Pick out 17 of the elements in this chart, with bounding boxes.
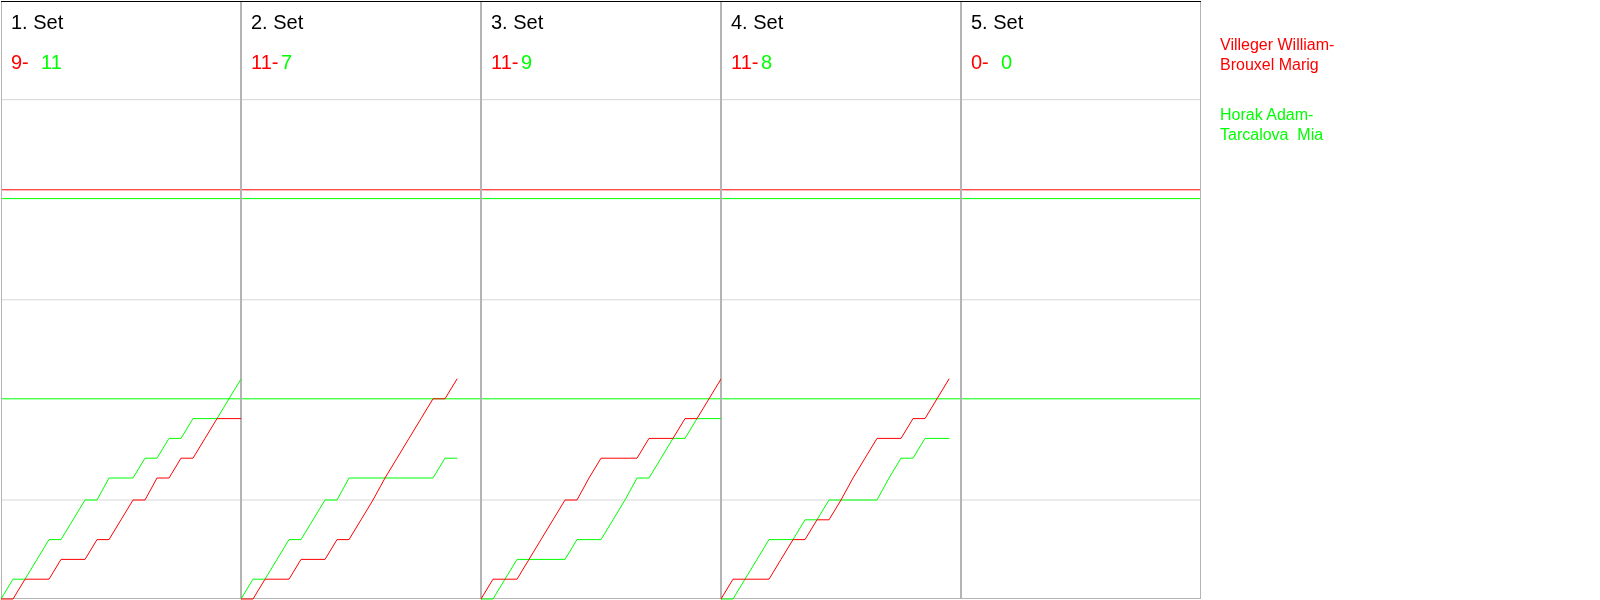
text: 7	[281, 51, 293, 73]
text: 11-	[491, 51, 519, 73]
chart-title: 3. Set	[491, 11, 544, 33]
text: 11	[41, 51, 62, 73]
chart-title: 2. Set	[251, 11, 304, 33]
text: 0	[1001, 51, 1013, 73]
text: 11-	[251, 51, 279, 73]
chart-title: 4. Set	[731, 11, 784, 33]
legend-label: Horak Adam-Tarcalova Mia	[1220, 105, 1325, 145]
text: 11-	[731, 51, 759, 73]
legend-label: Villeger William-Brouxel Marig	[1220, 35, 1336, 75]
text: 5. Set	[971, 11, 1024, 33]
text: 9	[521, 51, 533, 73]
text: 9-	[11, 51, 29, 73]
text: 0-	[971, 51, 989, 73]
chart-title: 1. Set	[11, 11, 64, 33]
text: 8	[761, 51, 773, 73]
